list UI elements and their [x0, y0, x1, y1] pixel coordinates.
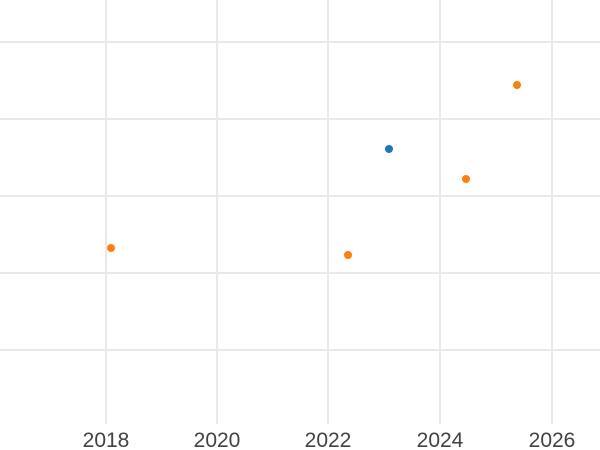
- gridline-vertical: [327, 0, 329, 424]
- gridline-vertical: [105, 0, 107, 424]
- scatter-point-blue-series-0[interactable]: [385, 145, 393, 153]
- x-tick-label-2026: 2026: [528, 429, 576, 450]
- x-tick-label-2020: 2020: [193, 429, 241, 450]
- scatter-point-orange-series-3[interactable]: [513, 81, 521, 89]
- x-tick-label-2024: 2024: [416, 429, 464, 450]
- gridline-vertical: [439, 0, 441, 424]
- gridline-horizontal: [0, 272, 600, 274]
- x-tick-label-2018: 2018: [82, 429, 130, 450]
- scatter-point-orange-series-2[interactable]: [462, 175, 470, 183]
- gridline-horizontal: [0, 118, 600, 120]
- gridline-vertical: [551, 0, 553, 424]
- gridline-horizontal: [0, 349, 600, 351]
- gridline-horizontal: [0, 41, 600, 43]
- scatter-point-orange-series-1[interactable]: [344, 251, 352, 259]
- x-tick-label-2022: 2022: [304, 429, 352, 450]
- scatter-point-orange-series-0[interactable]: [107, 244, 115, 252]
- gridline-horizontal: [0, 195, 600, 197]
- gridline-vertical: [216, 0, 218, 424]
